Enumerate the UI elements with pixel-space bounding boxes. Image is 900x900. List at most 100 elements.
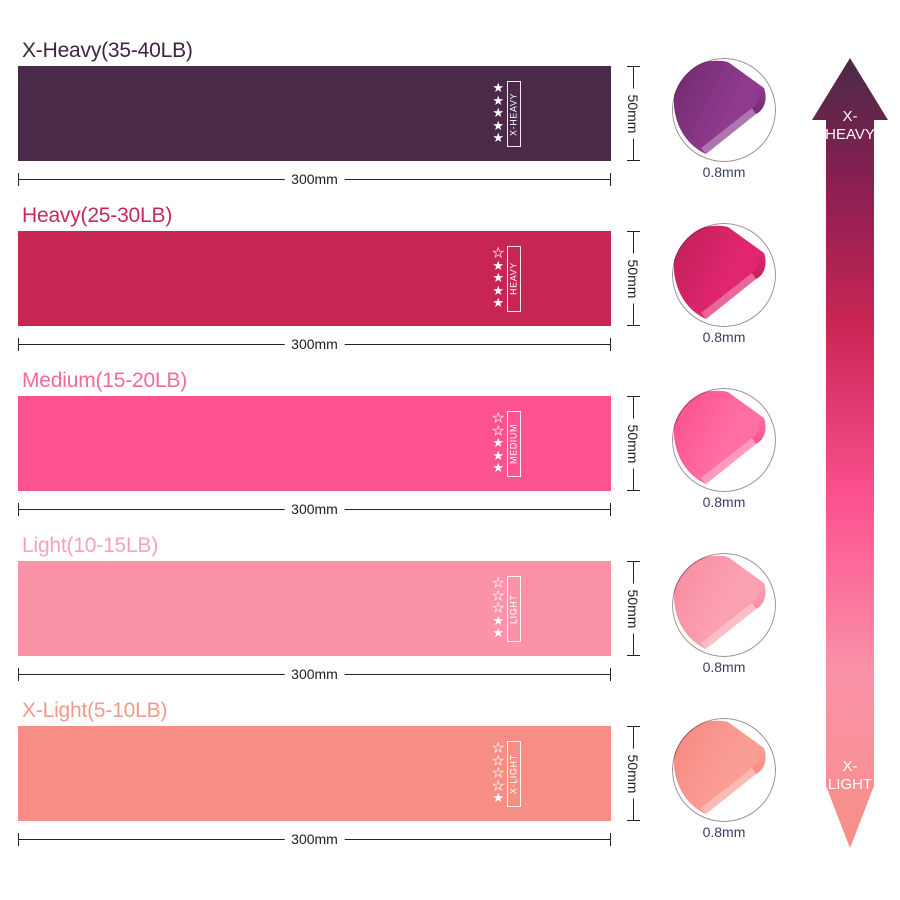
star-rating-x-heavy: ★ ★ ★ ★ ★ — [492, 82, 504, 145]
star-rating-heavy: ★ ★ ★ ★ ★ — [492, 245, 504, 311]
band-row-light: Light(10-15LB) ★ ★ ★ ★ ★ LIGHT 300mm 50mm — [0, 533, 650, 698]
band-row-x-light: X-Light(5-10LB) ★ ★ ★ ★ ★ X-LIGHT 300mm 50mm — [0, 698, 650, 863]
band-strip-light: ★ ★ ★ ★ ★ LIGHT — [18, 561, 611, 656]
bands-column: X-Heavy(35-40LB) ★ ★ ★ ★ ★ X-HEAVY 300mm 50mm Hea… — [0, 38, 650, 863]
dimension-cap-right — [610, 668, 611, 681]
length-dimension-medium: 300mm — [18, 498, 611, 520]
star-filled-icon: ★ — [492, 612, 504, 628]
band-row-heavy: Heavy(25-30LB) ★ ★ ★ ★ ★ HEAVY 300mm 50mm — [0, 203, 650, 368]
band-mark-medium: ★ ★ ★ ★ ★ MEDIUM — [492, 405, 521, 483]
star-outline-icon: ★ — [492, 245, 504, 261]
star-filled-icon: ★ — [492, 790, 504, 806]
band-row-x-heavy: X-Heavy(35-40LB) ★ ★ ★ ★ ★ X-HEAVY 300mm 50mm — [0, 38, 650, 203]
length-dimension-heavy: 300mm — [18, 333, 611, 355]
band-title-medium: Medium(15-20LB) — [22, 369, 188, 392]
band-inner-label-light: LIGHT — [507, 575, 521, 642]
star-filled-icon: ★ — [492, 435, 504, 451]
length-dimension-x-light: 300mm — [18, 828, 611, 850]
thickness-swatch-heavy — [672, 223, 776, 327]
star-outline-icon: ★ — [492, 600, 504, 616]
thickness-swatch-light — [672, 553, 776, 657]
dimension-cap-left — [18, 503, 19, 516]
arrow-top-label-line2: HEAVY — [825, 126, 875, 143]
star-filled-icon: ★ — [492, 105, 504, 121]
band-strip-x-heavy: ★ ★ ★ ★ ★ X-HEAVY — [18, 66, 611, 161]
star-filled-icon: ★ — [492, 92, 504, 108]
star-filled-icon: ★ — [492, 282, 504, 298]
thickness-label-x-heavy: 0.8mm — [702, 164, 746, 180]
star-outline-icon: ★ — [492, 410, 504, 426]
arrow-top-label-line1: X- — [842, 108, 858, 125]
dimension-cap-top — [627, 396, 640, 397]
width-label-heavy: 50mm — [625, 253, 641, 304]
band-strip-x-light: ★ ★ ★ ★ ★ X-LIGHT — [18, 726, 611, 821]
thickness-swatch-x-heavy — [672, 58, 776, 162]
band-title-x-heavy: X-Heavy(35-40LB) — [22, 39, 193, 62]
width-dimension-heavy: 50mm — [620, 231, 646, 326]
star-filled-icon: ★ — [492, 460, 504, 476]
thickness-label-medium: 0.8mm — [702, 494, 746, 510]
star-filled-icon: ★ — [492, 625, 504, 641]
thickness-label-light: 0.8mm — [702, 659, 746, 675]
width-label-medium: 50mm — [625, 418, 641, 469]
band-title-light: Light(10-15LB) — [22, 534, 159, 557]
thickness-item-medium: 0.8mm — [660, 382, 800, 547]
length-label-x-light: 300mm — [284, 828, 345, 850]
band-mark-light: ★ ★ ★ ★ ★ LIGHT — [492, 570, 521, 648]
length-label-light: 300mm — [284, 663, 345, 685]
star-filled-icon: ★ — [492, 447, 504, 463]
thickness-item-x-heavy: 0.8mm — [660, 52, 800, 217]
dimension-cap-left — [18, 338, 19, 351]
thickness-item-light: 0.8mm — [660, 547, 800, 712]
star-rating-light: ★ ★ ★ ★ ★ — [492, 575, 504, 641]
band-inner-label-heavy: HEAVY — [507, 245, 521, 312]
band-inner-label-medium: MEDIUM — [507, 410, 521, 477]
dimension-cap-left — [18, 833, 19, 846]
thickness-swatch-x-light — [672, 718, 776, 822]
dimension-cap-bottom — [627, 820, 640, 821]
length-dimension-light: 300mm — [18, 663, 611, 685]
dimension-cap-right — [610, 338, 611, 351]
band-mark-x-heavy: ★ ★ ★ ★ ★ X-HEAVY — [492, 75, 521, 153]
width-label-x-heavy: 50mm — [625, 88, 641, 139]
star-outline-icon: ★ — [492, 765, 504, 781]
width-label-x-light: 50mm — [625, 748, 641, 799]
length-label-x-heavy: 300mm — [284, 168, 345, 190]
star-outline-icon: ★ — [492, 740, 504, 756]
dimension-cap-right — [610, 503, 611, 516]
dimension-cap-left — [18, 668, 19, 681]
band-title-heavy: Heavy(25-30LB) — [22, 204, 173, 227]
thickness-label-heavy: 0.8mm — [702, 329, 746, 345]
length-label-heavy: 300mm — [284, 333, 345, 355]
band-inner-label-x-light: X-LIGHT — [507, 740, 521, 807]
band-strip-heavy: ★ ★ ★ ★ ★ HEAVY — [18, 231, 611, 326]
dimension-cap-bottom — [627, 490, 640, 491]
resistance-gradient-arrow: X- HEAVY X- LIGHT — [812, 58, 888, 848]
band-row-medium: Medium(15-20LB) ★ ★ ★ ★ ★ MEDIUM 300mm 50mm — [0, 368, 650, 533]
band-mark-heavy: ★ ★ ★ ★ ★ HEAVY — [492, 240, 521, 318]
star-outline-icon: ★ — [492, 422, 504, 438]
gradient-arrow-shape — [812, 58, 888, 848]
length-label-medium: 300mm — [284, 498, 345, 520]
dimension-cap-right — [610, 833, 611, 846]
band-inner-label-x-heavy: X-HEAVY — [507, 80, 521, 147]
thickness-swatch-medium — [672, 388, 776, 492]
star-rating-x-light: ★ ★ ★ ★ ★ — [492, 740, 504, 806]
star-filled-icon: ★ — [492, 117, 504, 133]
dimension-cap-top — [627, 231, 640, 232]
dimension-cap-left — [18, 173, 19, 186]
length-dimension-x-heavy: 300mm — [18, 168, 611, 190]
dimension-cap-top — [627, 561, 640, 562]
band-strip-medium: ★ ★ ★ ★ ★ MEDIUM — [18, 396, 611, 491]
star-filled-icon: ★ — [492, 80, 504, 96]
width-dimension-x-heavy: 50mm — [620, 66, 646, 161]
star-filled-icon: ★ — [492, 295, 504, 311]
thickness-item-heavy: 0.8mm — [660, 217, 800, 382]
band-mark-x-light: ★ ★ ★ ★ ★ X-LIGHT — [492, 735, 521, 813]
dimension-cap-top — [627, 66, 640, 67]
star-outline-icon: ★ — [492, 575, 504, 591]
arrow-bottom-label-line1: X- — [842, 758, 858, 775]
dimension-cap-bottom — [627, 160, 640, 161]
width-dimension-medium: 50mm — [620, 396, 646, 491]
star-outline-icon: ★ — [492, 587, 504, 603]
